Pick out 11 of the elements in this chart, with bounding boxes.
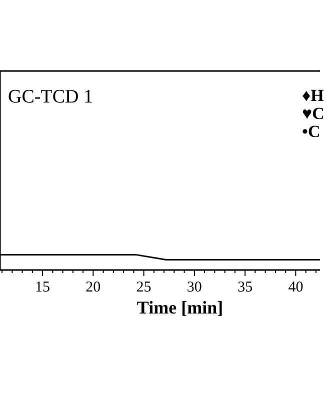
x-tick-label: 30 — [186, 279, 202, 296]
x-tick-label: 15 — [35, 279, 50, 296]
x-tick-label: 35 — [238, 279, 253, 296]
chart-title: GC-TCD 1 — [8, 86, 93, 108]
x-tick-label: 25 — [136, 279, 152, 296]
x-tick-label: 40 — [288, 279, 304, 296]
x-tick-label: 20 — [86, 279, 101, 296]
text: ♦H — [302, 86, 324, 105]
x-axis-title: Time [min] — [136, 298, 224, 318]
text: •C — [302, 122, 320, 141]
text: ♥C — [302, 104, 324, 123]
